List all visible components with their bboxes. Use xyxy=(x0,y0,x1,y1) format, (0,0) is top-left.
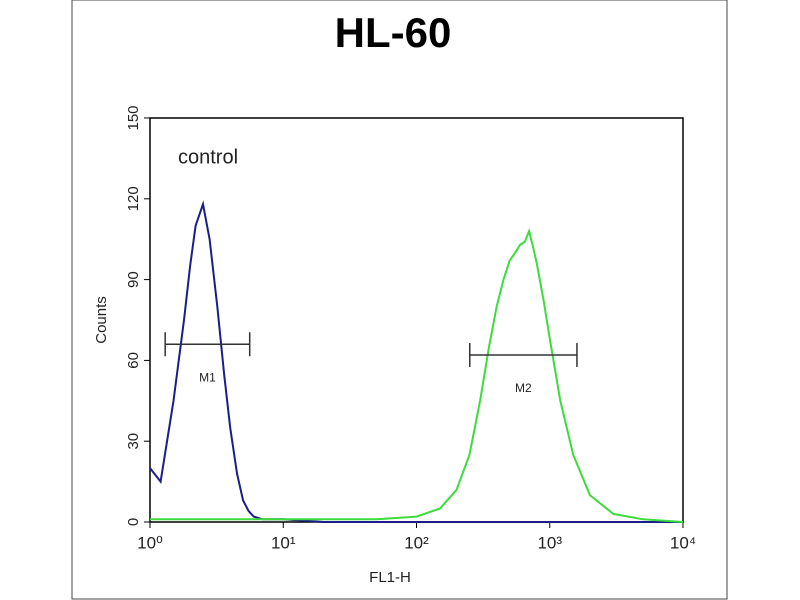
series-line xyxy=(150,227,684,523)
y-tick-label: 60 xyxy=(125,352,142,369)
annotation: control xyxy=(178,146,238,168)
y-tick-label: 120 xyxy=(125,186,142,211)
y-tick-label: 30 xyxy=(125,433,142,450)
series-line xyxy=(149,200,683,523)
chart-title: HL-60 xyxy=(335,9,452,56)
y-tick-label: 0 xyxy=(125,518,142,526)
marker-label: M2 xyxy=(515,381,532,395)
x-tick-label: 10⁴ xyxy=(670,533,696,552)
y-tick-label: 90 xyxy=(125,271,142,288)
x-tick-label: 10² xyxy=(404,533,429,552)
x-tick-label: 10⁰ xyxy=(137,533,163,552)
x-axis-label: FL1-H xyxy=(369,569,411,586)
x-tick-label: 10³ xyxy=(537,533,562,552)
y-tick-label: 150 xyxy=(125,105,142,130)
x-tick-label: 10¹ xyxy=(271,533,296,552)
y-axis-label: Counts xyxy=(93,296,110,344)
figure-frame xyxy=(71,0,728,600)
marker-label: M1 xyxy=(199,370,216,384)
